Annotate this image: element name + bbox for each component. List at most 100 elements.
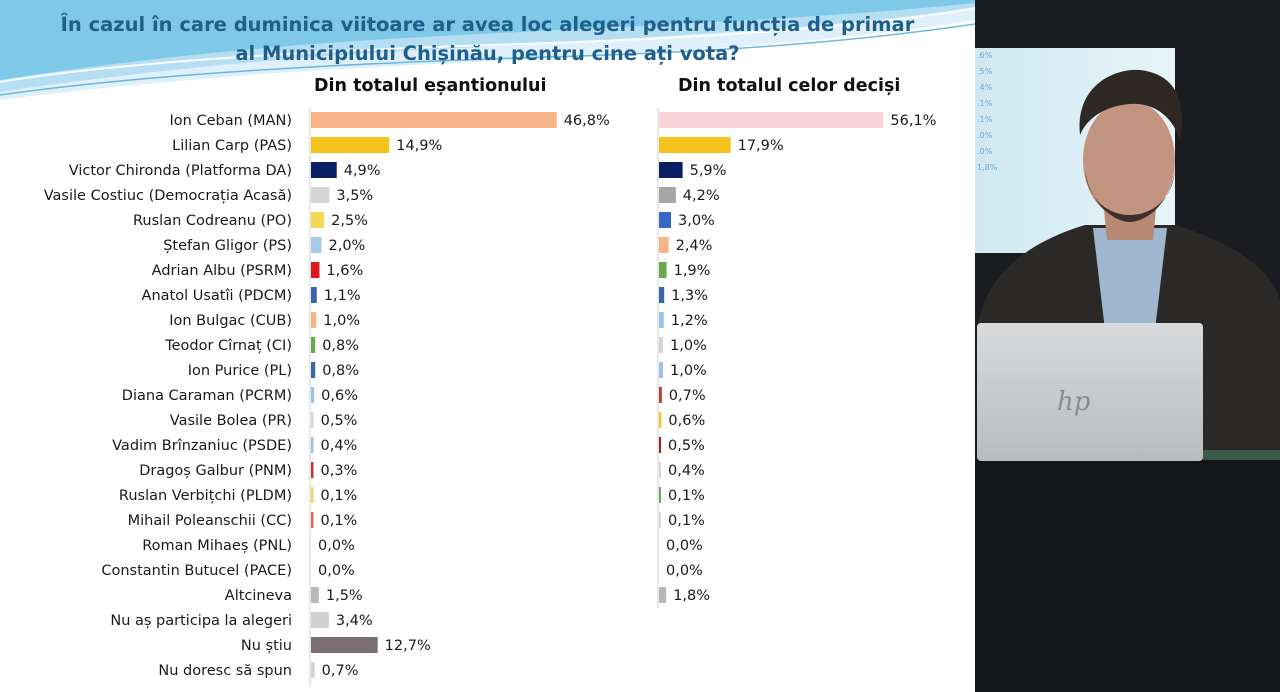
right-value-label: 0,1% — [668, 513, 705, 529]
category-label: Ruslan Codreanu (PO) — [133, 213, 292, 229]
right-bar — [659, 237, 669, 253]
left-value-label: 0,7% — [322, 663, 359, 679]
right-bar — [659, 487, 661, 503]
category-label: Dragoș Galbur (PNM) — [139, 463, 292, 479]
right-bar — [659, 337, 663, 353]
right-value-label: 1,8% — [673, 588, 710, 604]
category-label: Teodor Cîrnaț (CI) — [164, 338, 292, 354]
chart-title-line-2: al Municipiului Chișinău, pentru cine aț… — [235, 42, 740, 65]
bar-chart: Ion Ceban (MAN) 46,8% 56,1% Lilian Carp (PA… — [44, 108, 936, 686]
right-value-label: 2,4% — [676, 238, 713, 254]
left-column-title: Din totalul eșantionului — [314, 76, 547, 96]
right-value-label: 0,1% — [668, 488, 705, 504]
header-wave-decoration — [0, 0, 975, 100]
left-value-label: 1,5% — [326, 588, 363, 604]
category-label: Mihail Poleanschii (CC) — [128, 513, 292, 529]
left-value-label: 0,1% — [321, 513, 358, 529]
presenter-video: hp .6% .5% .4% .1% .1% .0% .0% 1,8% — [975, 0, 1280, 692]
chart-title-line-1: În cazul în care duminica viitoare ar av… — [60, 13, 915, 36]
right-bar — [659, 587, 667, 603]
category-label: Ion Bulgac (CUB) — [169, 313, 292, 329]
left-bar — [311, 262, 320, 278]
left-bar — [311, 287, 317, 303]
right-bar — [659, 412, 662, 428]
right-bar — [659, 287, 665, 303]
left-bar — [311, 437, 314, 453]
right-bar — [659, 437, 661, 453]
left-bar — [311, 112, 557, 128]
right-value-label: 3,0% — [678, 213, 715, 229]
category-label: Vadim Brînzaniuc (PSDE) — [112, 438, 292, 454]
category-label: Ruslan Verbițchi (PLDM) — [119, 488, 292, 504]
left-bar — [311, 637, 378, 653]
category-label: Altcineva — [225, 588, 292, 604]
left-bar — [311, 337, 316, 353]
category-label: Ștefan Gligor (PS) — [163, 238, 292, 254]
left-value-label: 0,3% — [321, 463, 358, 479]
left-bar — [311, 462, 314, 478]
left-value-label: 0,0% — [318, 563, 355, 579]
left-value-label: 12,7% — [385, 638, 431, 654]
left-bar — [311, 162, 337, 178]
left-value-label: 46,8% — [564, 113, 610, 129]
left-value-label: 0,1% — [321, 488, 358, 504]
svg-text:.6%: .6% — [977, 51, 993, 60]
left-bar — [311, 187, 330, 203]
right-value-label: 1,0% — [670, 338, 707, 354]
category-label: Diana Caraman (PCRM) — [122, 388, 292, 404]
left-bar — [311, 237, 322, 253]
category-label: Ion Ceban (MAN) — [170, 113, 292, 129]
left-value-label: 1,1% — [324, 288, 361, 304]
category-label: Vasile Bolea (PR) — [170, 413, 292, 429]
left-value-label: 0,8% — [322, 338, 359, 354]
category-label: Nu doresc să spun — [158, 663, 292, 679]
left-bar — [311, 412, 314, 428]
left-value-label: 0,4% — [321, 438, 358, 454]
left-value-label: 0,5% — [321, 413, 358, 429]
left-bar — [311, 137, 390, 153]
monitor-text-readout: .6% .5% .4% .1% .1% .0% .0% 1,8% — [977, 51, 998, 172]
right-value-label: 0,6% — [668, 413, 705, 429]
right-bar — [659, 262, 667, 278]
category-label: Adrian Albu (PSRM) — [152, 263, 292, 279]
right-value-label: 0,4% — [668, 463, 705, 479]
right-bar — [659, 462, 661, 478]
presenter-scene: hp .6% .5% .4% .1% .1% .0% .0% 1,8% — [975, 0, 1280, 692]
right-value-label: 56,1% — [890, 113, 936, 129]
right-bar — [659, 512, 661, 528]
left-bar — [311, 612, 329, 628]
left-value-label: 0,8% — [322, 363, 359, 379]
right-value-label: 0,0% — [666, 538, 703, 554]
right-bar — [659, 137, 731, 153]
left-value-label: 4,9% — [344, 163, 381, 179]
chart-slide: În cazul în care duminica viitoare ar av… — [0, 0, 975, 692]
svg-text:hp: hp — [1057, 387, 1091, 417]
svg-text:.0%: .0% — [977, 147, 993, 156]
left-value-label: 2,0% — [329, 238, 366, 254]
left-value-label: 3,5% — [336, 188, 373, 204]
left-bar — [311, 212, 325, 228]
right-value-label: 5,9% — [690, 163, 727, 179]
right-value-label: 1,2% — [671, 313, 708, 329]
right-bar — [659, 112, 884, 128]
category-label: Lilian Carp (PAS) — [172, 138, 292, 154]
svg-text:.1%: .1% — [977, 115, 993, 124]
right-value-label: 1,3% — [671, 288, 708, 304]
right-value-label: 17,9% — [738, 138, 784, 154]
left-bar — [311, 312, 317, 328]
category-label: Nu știu — [241, 638, 292, 654]
left-value-label: 1,6% — [326, 263, 363, 279]
left-bar — [311, 512, 314, 528]
svg-text:.1%: .1% — [977, 99, 993, 108]
left-value-label: 3,4% — [336, 613, 373, 629]
category-label: Anatol Usatîi (PDCM) — [142, 288, 292, 304]
right-column-title: Din totalul celor deciși — [678, 76, 901, 96]
left-bar — [311, 362, 316, 378]
svg-text:.0%: .0% — [977, 131, 993, 140]
svg-text:1,8%: 1,8% — [977, 163, 998, 172]
right-bar — [659, 387, 662, 403]
left-value-label: 0,0% — [318, 538, 355, 554]
left-value-label: 1,0% — [323, 313, 360, 329]
right-value-label: 0,0% — [666, 563, 703, 579]
left-bar — [311, 662, 315, 678]
